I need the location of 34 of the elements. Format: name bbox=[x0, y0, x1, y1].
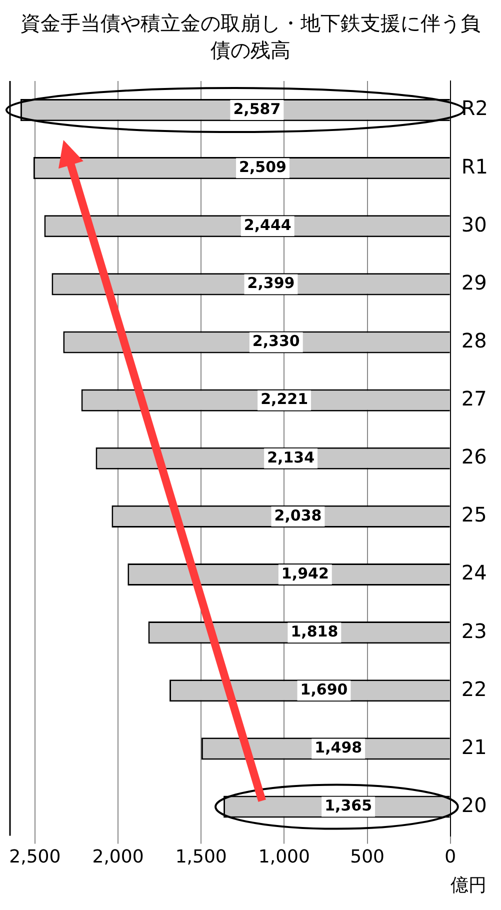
y-tick-label: R2 bbox=[461, 96, 488, 120]
y-tick-label: 30 bbox=[461, 212, 487, 236]
chart-title: 資金手当債や積立金の取崩し・地下鉄支援に伴う負債の残高 bbox=[20, 10, 482, 64]
x-tick-label: 1,000 bbox=[258, 846, 310, 868]
x-axis-title: 億円 bbox=[450, 874, 486, 896]
data-label: 2,134 bbox=[267, 448, 315, 466]
data-label: 2,330 bbox=[252, 332, 300, 350]
y-tick-label: 22 bbox=[461, 676, 487, 701]
data-label: 2,399 bbox=[247, 274, 295, 292]
y-tick-label: R1 bbox=[461, 154, 488, 178]
y-tick-label: 20 bbox=[461, 792, 487, 817]
data-label: 1,818 bbox=[290, 622, 338, 640]
x-tick-label: 0 bbox=[444, 846, 456, 868]
x-tick-label: 2,000 bbox=[92, 846, 144, 868]
y-tick-label: 25 bbox=[461, 502, 487, 527]
data-label: 2,038 bbox=[274, 506, 322, 524]
y-tick-label: 21 bbox=[461, 734, 487, 759]
x-tick-label: 2,500 bbox=[9, 846, 61, 868]
y-tick-label: 26 bbox=[461, 444, 487, 469]
data-label: 2,587 bbox=[233, 100, 281, 118]
data-label: 2,509 bbox=[239, 158, 286, 176]
data-label: 2,221 bbox=[260, 390, 308, 408]
x-tick-label: 500 bbox=[350, 846, 384, 868]
y-tick-label: 28 bbox=[461, 328, 487, 352]
data-label: 1,498 bbox=[314, 738, 362, 757]
y-tick-label: 23 bbox=[461, 618, 487, 643]
y-tick-label: 27 bbox=[461, 386, 487, 411]
y-tick-label: 24 bbox=[461, 560, 487, 585]
data-label: 1,942 bbox=[281, 564, 329, 582]
data-label: 1,365 bbox=[324, 796, 372, 815]
data-label: 2,444 bbox=[244, 216, 292, 234]
x-tick-label: 1,500 bbox=[175, 846, 227, 868]
data-label: 1,690 bbox=[300, 680, 348, 699]
y-tick-label: 29 bbox=[461, 270, 487, 294]
